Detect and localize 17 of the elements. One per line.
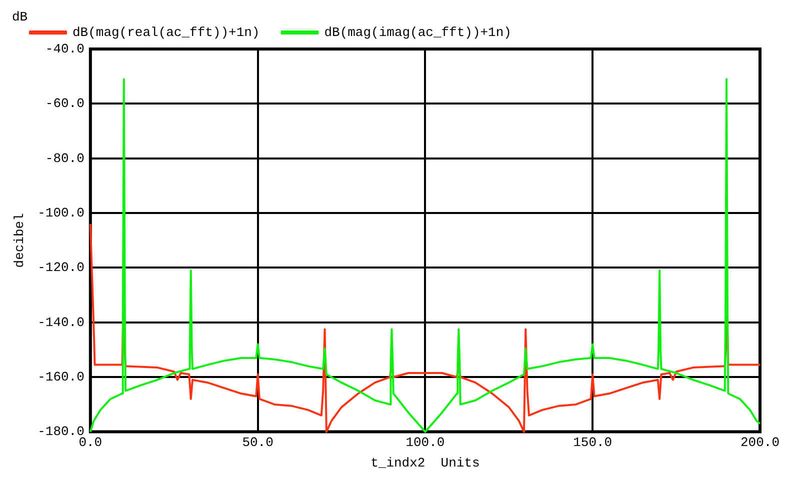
y-tick-label: -120.0	[38, 260, 84, 276]
y-tick-label: -40.0	[45, 41, 84, 56]
x-tick-label: 200.0	[740, 435, 780, 450]
y-tick-label: -160.0	[38, 370, 84, 385]
y-tick-label: -100.0	[38, 205, 84, 220]
legend-label: dB(mag(real(ac_fft))+1n)	[72, 24, 260, 40]
y-tick-label: -140.0	[38, 314, 84, 330]
y-tick-label: -80.0	[45, 150, 84, 166]
x-tick-label: 50.0	[242, 435, 274, 450]
y-axis-title: decibel	[12, 212, 28, 268]
x-tick-label: 0.0	[78, 435, 102, 450]
x-axis-title: t_indx2 Units	[370, 456, 480, 471]
x-tick-label: 150.0	[573, 435, 612, 450]
legend-label: dB(mag(imag(ac_fft))+1n)	[324, 24, 512, 40]
x-tick-label: 100.0	[406, 435, 445, 450]
y-tick-label: -60.0	[45, 96, 84, 112]
text: dB	[12, 9, 28, 24]
